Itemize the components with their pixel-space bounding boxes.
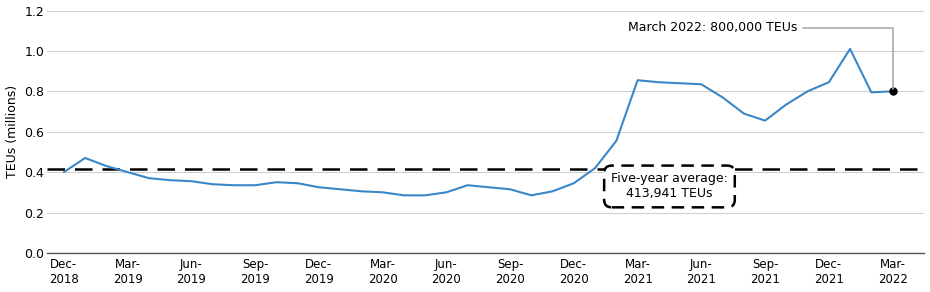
Text: March 2022: 800,000 TEUs: March 2022: 800,000 TEUs (628, 21, 893, 88)
Text: Five-year average:
413,941 TEUs: Five-year average: 413,941 TEUs (611, 173, 728, 201)
Y-axis label: TEUs (millions): TEUs (millions) (6, 85, 19, 178)
